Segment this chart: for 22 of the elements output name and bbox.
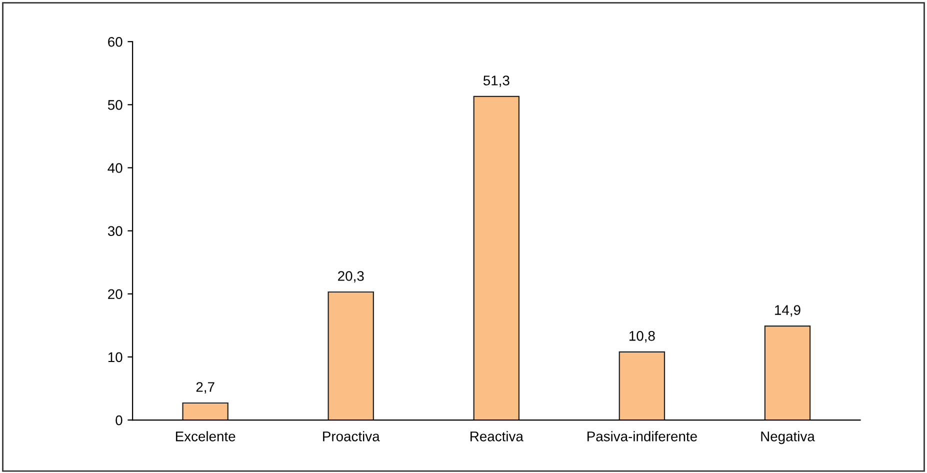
data-label: 51,3	[483, 76, 510, 88]
bar	[764, 326, 811, 420]
data-label: 2,7	[196, 382, 214, 394]
y-tick-label: 30	[108, 226, 122, 236]
x-tick-label: Proactiva	[323, 431, 380, 442]
bar	[473, 96, 520, 420]
y-tick-label: 20	[108, 289, 122, 300]
y-tick-label: 10	[108, 352, 122, 362]
x-tick-label: Pasiva-indiferente	[588, 431, 697, 442]
x-tick-label: Excelente	[176, 431, 236, 442]
data-label: 10,8	[629, 331, 655, 342]
y-tick-label: 50	[108, 100, 122, 110]
x-tick-label: Reactiva	[470, 431, 524, 442]
data-label: 20,3	[338, 271, 364, 283]
bar	[182, 402, 228, 420]
y-tick-label: 0	[116, 415, 122, 426]
bar	[618, 351, 666, 420]
y-tick-label: 60	[108, 36, 122, 47]
x-tick-label: Negativa	[761, 431, 815, 444]
y-tick-label: 40	[108, 163, 122, 173]
data-label: 14,9	[775, 305, 800, 317]
bar	[328, 291, 374, 420]
